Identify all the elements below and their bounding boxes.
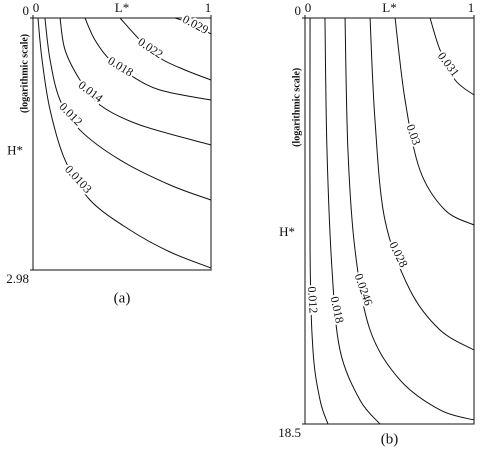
contour-line [44, 17, 212, 201]
contour-label: 0.018 [328, 295, 347, 324]
contour-line [37, 17, 212, 269]
x-tick-label: 1 [205, 0, 212, 15]
contour-label: 0.012 [305, 286, 321, 314]
contour-label: 0.031 [435, 49, 462, 79]
contour-line [309, 17, 329, 425]
contour-line [369, 17, 475, 351]
contour-line [119, 17, 212, 81]
contour-label: 0.014 [76, 78, 106, 105]
caption: (a) [114, 290, 131, 306]
contour-label: 0.028 [386, 239, 411, 269]
y-axis-label: H* [279, 224, 295, 239]
contour-line [59, 17, 212, 146]
contour-line [84, 17, 212, 101]
plot-frame [304, 17, 475, 425]
x-tick-label: 1 [468, 0, 475, 15]
contour-label: 0.029 [180, 12, 210, 37]
contour-label: 0.0103 [62, 162, 95, 196]
y-tick-label: 0 [295, 3, 302, 18]
contour-label: 0.0246 [352, 272, 376, 308]
x-tick-label: 0 [33, 0, 40, 15]
contour-label: 0.012 [56, 100, 85, 129]
x-axis-label: L* [115, 0, 129, 15]
y-tick-label: 18.5 [278, 425, 301, 440]
contour-label: 0.03 [403, 122, 423, 147]
y-axis-note: (logarithmic scale) [19, 34, 30, 113]
y-axis-note: (logarithmic scale) [291, 68, 302, 147]
contour-label: 0.022 [136, 35, 166, 62]
x-axis-label: L* [382, 0, 396, 15]
contour-line [344, 17, 475, 421]
y-tick-label: 0 [23, 3, 30, 18]
plot-frame [32, 17, 212, 271]
y-axis-label: H* [7, 143, 23, 158]
caption: (b) [381, 431, 399, 447]
contour-line [429, 17, 475, 96]
contour-line [174, 17, 212, 35]
x-tick-label: 0 [305, 0, 312, 15]
contour-line [394, 17, 475, 226]
contour-line [324, 17, 381, 425]
y-tick-label: 2.98 [6, 271, 29, 286]
